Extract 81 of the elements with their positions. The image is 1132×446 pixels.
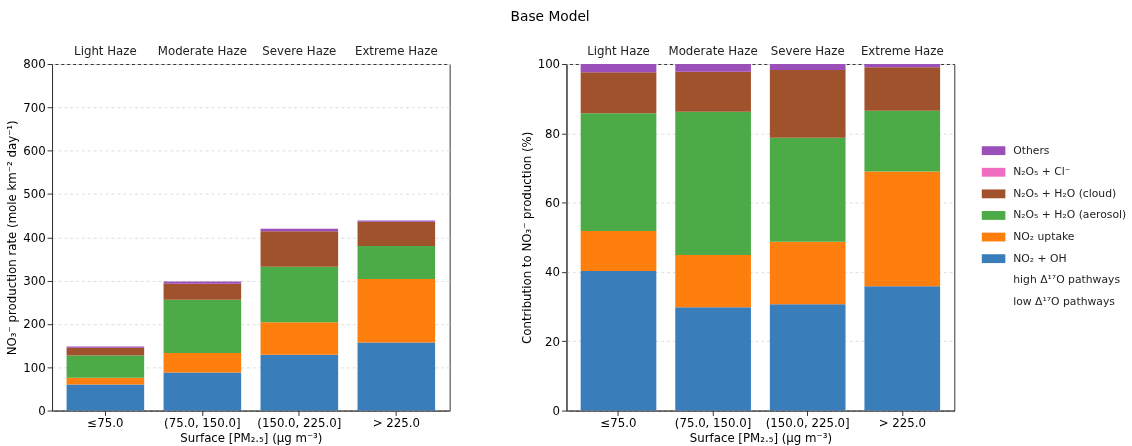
x-tick-label: (75.0, 150.0] — [674, 415, 752, 430]
bar — [66, 377, 145, 385]
x-axis-title: Surface [PM₂.₅] (μg m⁻³) — [180, 430, 323, 445]
y-tick-label: 0 — [38, 404, 46, 418]
x-tick-label: > 225.0 — [372, 415, 420, 430]
bar — [357, 221, 436, 246]
bar — [163, 372, 242, 411]
bar — [864, 67, 941, 111]
bar — [163, 352, 242, 373]
y-tick-label: 200 — [23, 317, 46, 332]
legend-label: NO₂ uptake — [1013, 230, 1075, 243]
bar — [260, 266, 339, 323]
bar — [163, 299, 242, 353]
bar — [357, 342, 436, 411]
chart-title: Base Model — [510, 7, 590, 24]
y-tick-label: 400 — [23, 230, 46, 245]
x-axis-title: Surface [PM₂.₅] (μg m⁻³) — [689, 430, 832, 445]
bar — [675, 307, 751, 411]
bar — [769, 137, 846, 242]
bar — [675, 71, 751, 112]
text: Light Haze — [587, 44, 650, 59]
x-tick-label: ≤75.0 — [87, 415, 124, 430]
y-axis-title: NO₃⁻ production rate (mole km⁻² day⁻¹) — [5, 120, 20, 356]
bar — [580, 72, 657, 114]
y-tick-label: 20 — [545, 334, 561, 349]
legend-label: N₂O₅ + H₂O (cloud) — [1013, 186, 1117, 200]
legend-label: N₂O₅ + Cl⁻ — [1013, 165, 1071, 179]
bar — [675, 111, 751, 255]
bar — [675, 254, 751, 308]
text: Moderate Haze — [668, 44, 758, 59]
bar — [66, 347, 145, 356]
bar — [769, 69, 846, 138]
bar — [675, 64, 751, 72]
x-tick-label: > 225.0 — [878, 415, 926, 430]
bar — [864, 110, 941, 172]
bar — [66, 384, 145, 411]
text: Moderate Haze — [157, 44, 247, 59]
bar — [580, 270, 657, 411]
bar — [163, 283, 242, 300]
bar — [260, 231, 339, 267]
y-tick-label: 700 — [23, 100, 46, 115]
legend-label: Others — [1013, 143, 1050, 157]
x-tick-label: (150.0, 225.0] — [765, 415, 850, 430]
x-tick-label: (75.0, 150.0] — [164, 415, 241, 430]
y-axis-title: Contribution to NO₃⁻ production (%) — [519, 131, 534, 344]
y-tick-label: 600 — [23, 144, 46, 159]
bar — [769, 241, 846, 305]
y-tick-label: 60 — [545, 196, 561, 211]
bar — [580, 231, 657, 271]
bar — [260, 322, 339, 355]
bar — [260, 354, 339, 411]
x-tick-label: ≤75.0 — [600, 415, 637, 430]
legend-label: N₂O₅ + H₂O (aerosol) — [1013, 208, 1127, 222]
y-tick-label: 40 — [545, 265, 561, 280]
text: Light Haze — [74, 44, 137, 59]
y-tick-label: 100 — [23, 360, 46, 375]
text: Severe Haze — [770, 44, 845, 59]
y-tick-label: 80 — [545, 126, 561, 141]
x-tick-label: (150.0, 225.0] — [257, 415, 342, 430]
bar — [163, 281, 242, 284]
text: high Δ¹⁷O pathways — [1013, 273, 1121, 287]
bar — [769, 304, 846, 411]
bar — [357, 245, 436, 279]
bar — [769, 64, 846, 70]
text: Extreme Haze — [860, 44, 944, 59]
y-tick-label: 800 — [23, 57, 46, 72]
bar — [864, 171, 941, 287]
text: Extreme Haze — [354, 44, 438, 59]
bar — [864, 64, 941, 68]
y-tick-label: 300 — [23, 274, 46, 289]
bar — [864, 286, 941, 411]
bar — [66, 355, 145, 378]
text: Severe Haze — [262, 44, 337, 59]
y-tick-label: 100 — [537, 57, 561, 72]
bar — [357, 278, 436, 343]
bar — [580, 113, 657, 232]
bar — [580, 64, 657, 73]
y-tick-label: 500 — [23, 187, 46, 202]
y-tick-label: 0 — [552, 404, 561, 418]
text: low Δ¹⁷O pathways — [1013, 294, 1116, 308]
legend-label: NO₂ + OH — [1013, 251, 1067, 265]
